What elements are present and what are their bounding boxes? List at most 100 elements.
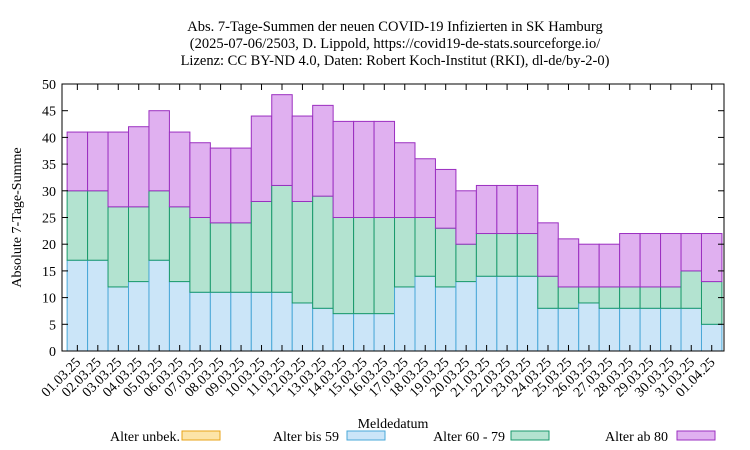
bar-alter-ab-80-09.03.25 [230,147,252,224]
bar-alter-60-79-21.03.25 [475,233,498,277]
bar-alter-60-79-26.03.25 [578,286,600,304]
bar-alter-bis-59-12.03.25 [291,302,314,352]
legend-label: Alter 60 - 79 [433,430,505,445]
bar-alter-60-79-01.03.25 [66,190,89,261]
bar-alter-ab-80-21.03.25 [475,184,498,235]
y-tick-label: 20 [42,238,56,253]
bar-alter-bis-59-23.03.25 [516,275,539,352]
bar-alter-ab-80-23.03.25 [516,184,539,235]
bar-alter-ab-80-24.03.25 [537,222,559,277]
bar-alter-60-79-01.04.25 [700,281,723,325]
title-line-2: (2025-07-06/2503, D. Lippold, https://co… [190,36,601,52]
bar-alter-ab-80-15.03.25 [353,120,375,218]
bar-alter-ab-80-19.03.25 [434,168,457,229]
chart-title: Abs. 7-Tage-Summen der neuen COVID-19 In… [181,19,610,69]
bar-alter-bis-59-24.03.25 [537,307,559,352]
bar-alter-ab-80-10.03.25 [250,115,273,202]
bar-alter-60-79-05.03.25 [148,190,170,261]
bar-alter-bis-59-27.03.25 [598,307,621,352]
bar-alter-60-79-24.03.25 [537,275,559,309]
bar-alter-ab-80-11.03.25 [271,94,293,186]
legend-swatch [181,430,221,441]
y-tick-label: 15 [42,265,56,280]
bar-alter-60-79-15.03.25 [353,217,375,315]
bar-alter-ab-80-03.03.25 [107,131,129,208]
y-tick-label: 0 [49,345,56,360]
bar-alter-ab-80-12.03.25 [291,115,314,202]
bar-alter-ab-80-25.03.25 [557,238,580,288]
y-tick-label: 5 [49,318,56,333]
bar-alter-60-79-22.03.25 [496,233,518,277]
title-line-3: Lizenz: CC BY-ND 4.0, Daten: Robert Koch… [181,53,610,69]
bar-alter-60-79-09.03.25 [230,222,252,293]
legend-swatch [346,430,386,441]
bar-alter-ab-80-22.03.25 [496,184,518,235]
bar-alter-bis-59-26.03.25 [578,302,600,352]
bar-alter-bis-59-06.03.25 [168,281,191,352]
bar-alter-ab-80-14.03.25 [332,120,355,218]
bar-alter-bis-59-25.03.25 [557,307,580,352]
bar-alter-60-79-18.03.25 [414,217,436,277]
plot-frame [61,83,725,352]
bar-alter-ab-80-28.03.25 [619,233,641,288]
bar-alter-bis-59-19.03.25 [434,286,457,352]
legend: Alter unbek. Alter bis 59 Alter 60 - 79 Alt… [110,430,716,445]
y-tick-label: 35 [42,158,56,173]
bar-alter-ab-80-31.03.25 [680,233,702,272]
bar-alter-ab-80-06.03.25 [168,131,191,208]
y-tick-label: 50 [42,78,56,93]
x-axis-label: Meldedatum [358,417,429,432]
bar-alter-60-79-02.03.25 [87,190,109,261]
y-tick-label: 10 [42,292,56,307]
y-tick-label: 25 [42,212,56,227]
y-tick-label: 30 [42,185,56,200]
bar-alter-bis-59-08.03.25 [209,291,232,352]
bar-alter-ab-80-01.03.25 [66,131,89,192]
bar-alter-bis-59-13.03.25 [312,307,334,352]
bar-alter-bis-59-21.03.25 [475,275,498,352]
bar-alter-60-79-13.03.25 [312,195,334,309]
bar-alter-60-79-14.03.25 [332,217,355,315]
bar-alter-bis-59-28.03.25 [619,307,641,352]
bar-alter-60-79-17.03.25 [394,217,416,288]
bar-alter-ab-80-04.03.25 [128,126,150,208]
bar-alter-60-79-20.03.25 [455,243,477,283]
bar-alter-60-79-06.03.25 [168,206,191,283]
bar-alter-bis-59-30.03.25 [660,307,682,352]
bar-alter-bis-59-17.03.25 [394,286,416,352]
bar-alter-60-79-10.03.25 [250,200,273,293]
bar-alter-bis-59-18.03.25 [414,275,436,352]
bar-alter-ab-80-27.03.25 [598,243,621,288]
y-tick-label: 45 [42,105,56,120]
bar-alter-ab-80-13.03.25 [312,104,334,197]
bar-alter-60-79-23.03.25 [516,233,539,277]
bar-alter-ab-80-02.03.25 [87,131,109,192]
bar-alter-60-79-29.03.25 [639,286,662,309]
bar-alter-ab-80-30.03.25 [660,233,682,288]
bar-alter-bis-59-07.03.25 [189,291,211,352]
bar-alter-60-79-11.03.25 [271,184,293,293]
legend-swatch [676,430,716,441]
bar-alter-ab-80-18.03.25 [414,158,436,218]
bar-alter-ab-80-07.03.25 [189,142,211,219]
bar-alter-60-79-04.03.25 [128,206,150,283]
legend-label: Alter ab 80 [605,430,668,445]
bar-alter-ab-80-08.03.25 [209,147,232,224]
bar-alter-bis-59-03.03.25 [107,286,129,352]
bar-alter-ab-80-26.03.25 [578,243,600,288]
bar-alter-60-79-16.03.25 [373,217,396,315]
legend-label: Alter bis 59 [273,430,339,445]
bar-alter-60-79-12.03.25 [291,200,314,304]
bar-alter-ab-80-05.03.25 [148,110,170,192]
bar-alter-bis-59-02.03.25 [87,259,109,352]
bar-alter-bis-59-01.03.25 [66,259,89,352]
bar-alter-bis-59-09.03.25 [230,291,252,352]
bar-alter-bis-59-22.03.25 [496,275,518,352]
bar-alter-ab-80-16.03.25 [373,120,396,218]
legend-label: Alter unbek. [110,430,180,445]
bar-alter-bis-59-20.03.25 [455,281,477,352]
bar-alter-60-79-31.03.25 [680,270,702,309]
bar-alter-60-79-08.03.25 [209,222,232,293]
legend-swatch [510,430,550,441]
